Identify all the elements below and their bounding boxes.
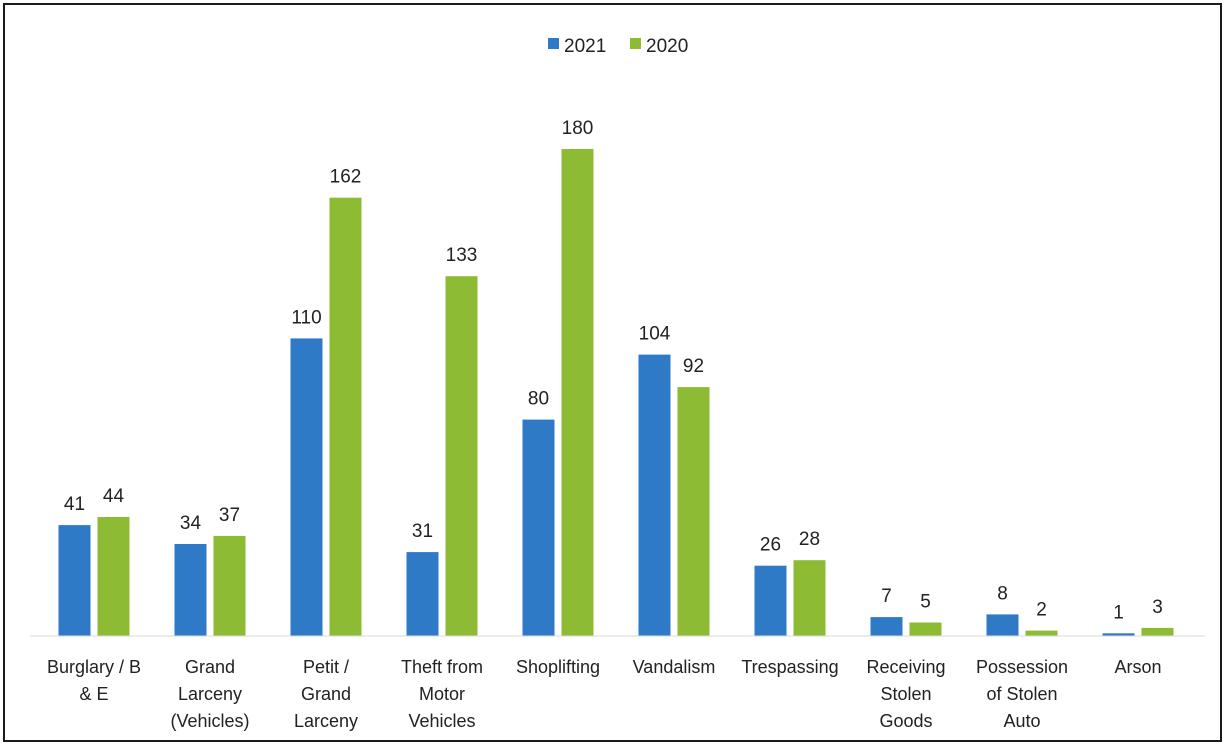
- bar-2020-9: [1025, 630, 1058, 636]
- bar-2021-3: [290, 338, 323, 636]
- bar-2021-6: [638, 354, 671, 636]
- tick-label-8: Receiving Stolen Goods: [866, 657, 945, 731]
- bar-2021-8: [870, 617, 903, 636]
- tick-label-2: Grand Larceny (Vehicles): [170, 657, 249, 731]
- bar-2020-1: [97, 517, 130, 636]
- bar-2020-6: [677, 387, 710, 636]
- tick-label-10: Arson: [1114, 657, 1161, 677]
- value-label-2020-7: 28: [799, 529, 820, 550]
- tick-label-7: Trespassing: [741, 657, 838, 677]
- bar-2021-4: [406, 552, 439, 636]
- bar-2020-5: [561, 149, 594, 636]
- chart-value-labels: 41 44 34 37 110 162 31 133 80 180 104 92 26 28 7 5 8 2 1 3: [64, 118, 1163, 623]
- bar-2021-2: [174, 544, 207, 636]
- tick-label-line: Arson: [1114, 657, 1161, 677]
- legend-label-2021: 2021: [564, 36, 606, 57]
- tick-label-line: Motor: [419, 684, 465, 704]
- tick-label-3: Petit / Grand Larceny: [294, 657, 358, 731]
- value-label-2021-1: 41: [64, 494, 85, 515]
- value-label-2020-9: 2: [1036, 600, 1047, 621]
- tick-label-line: Burglary / B: [47, 657, 141, 677]
- chart-bars: [58, 149, 1174, 636]
- value-label-2021-3: 110: [291, 307, 321, 328]
- value-label-2020-8: 5: [920, 592, 931, 613]
- value-label-2021-9: 8: [997, 583, 1008, 604]
- bar-2021-7: [754, 565, 787, 636]
- chart-legend: 2021 2020: [548, 36, 688, 57]
- bar-2020-7: [793, 560, 826, 636]
- tick-label-5: Shoplifting: [516, 657, 600, 677]
- bar-2020-4: [445, 276, 478, 636]
- tick-label-9: Possession of Stolen Auto: [976, 657, 1068, 731]
- tick-label-line: Possession: [976, 657, 1068, 677]
- tick-label-line: & E: [79, 684, 108, 704]
- tick-label-line: Grand: [185, 657, 235, 677]
- bar-2021-9: [986, 614, 1019, 636]
- value-label-2021-8: 7: [881, 586, 892, 607]
- tick-label-line: Grand: [301, 684, 351, 704]
- tick-label-line: Vehicles: [408, 711, 475, 731]
- value-label-2020-3: 162: [330, 167, 362, 188]
- value-label-2020-10: 3: [1152, 597, 1163, 618]
- tick-label-line: Goods: [879, 711, 932, 731]
- bar-2020-2: [213, 535, 246, 636]
- value-label-2020-1: 44: [103, 486, 125, 507]
- tick-label-line: of Stolen: [986, 684, 1057, 704]
- value-label-2021-2: 34: [180, 513, 202, 534]
- tick-label-line: Auto: [1003, 711, 1040, 731]
- tick-label-line: Petit /: [303, 657, 349, 677]
- tick-label-line: Vandalism: [633, 657, 716, 677]
- value-label-2021-4: 31: [412, 521, 433, 542]
- value-label-2021-5: 80: [528, 389, 549, 410]
- tick-label-line: Theft from: [401, 657, 483, 677]
- tick-label-4: Theft from Motor Vehicles: [401, 657, 483, 731]
- tick-label-line: Larceny: [178, 684, 242, 704]
- tick-label-line: Trespassing: [741, 657, 838, 677]
- bar-2021-10: [1102, 633, 1135, 636]
- value-label-2020-5: 180: [562, 118, 594, 139]
- value-label-2021-10: 1: [1113, 602, 1124, 623]
- value-label-2021-7: 26: [760, 535, 781, 556]
- tick-label-line: Stolen: [880, 684, 931, 704]
- tick-label-line: Shoplifting: [516, 657, 600, 677]
- legend-swatch-2020: [630, 38, 641, 49]
- tick-label-6: Vandalism: [633, 657, 716, 677]
- bar-2020-8: [909, 622, 942, 636]
- value-label-2020-4: 133: [446, 245, 478, 266]
- tick-label-line: (Vehicles): [170, 711, 249, 731]
- tick-label-1: Burglary / B & E: [47, 657, 141, 704]
- x-axis-tick-labels: Burglary / B & E Grand Larceny (Vehicles) Pet…: [47, 657, 1162, 731]
- bar-2021-5: [522, 419, 555, 636]
- legend-label-2020: 2020: [646, 36, 688, 57]
- legend-swatch-2021: [548, 38, 559, 49]
- value-label-2020-6: 92: [683, 356, 704, 377]
- value-label-2021-6: 104: [639, 324, 671, 345]
- tick-label-line: Larceny: [294, 711, 358, 731]
- bar-2020-3: [329, 197, 362, 636]
- bar-2020-10: [1141, 627, 1174, 636]
- tick-label-line: Receiving: [866, 657, 945, 677]
- bar-2021-1: [58, 525, 91, 636]
- value-label-2020-2: 37: [219, 505, 240, 526]
